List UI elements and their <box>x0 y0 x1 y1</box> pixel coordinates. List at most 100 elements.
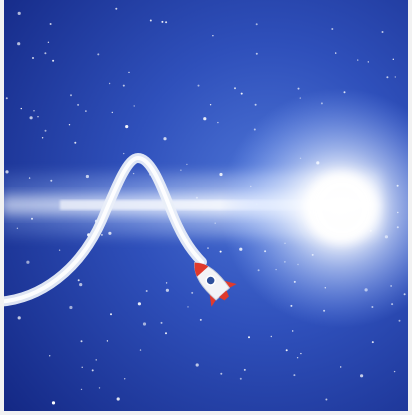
frame-edge-right <box>408 0 412 415</box>
star-icon <box>77 103 80 106</box>
star-icon <box>80 340 83 343</box>
star-icon <box>20 107 22 110</box>
star-icon <box>165 288 169 292</box>
star-icon <box>17 11 21 15</box>
star-icon <box>69 305 73 310</box>
star-icon <box>116 397 120 401</box>
star-icon <box>248 336 250 339</box>
star-icon <box>5 97 8 100</box>
star-icon <box>292 330 294 332</box>
star-icon <box>393 370 396 373</box>
star-icon <box>123 152 125 155</box>
star-icon <box>124 378 126 380</box>
star-icon <box>219 250 222 253</box>
star-icon <box>32 57 34 59</box>
star-icon <box>367 61 369 63</box>
star-icon <box>51 401 56 405</box>
star-icon <box>187 306 189 308</box>
star-icon <box>325 398 328 401</box>
frame-edge-left <box>0 0 4 415</box>
star-icon <box>106 340 109 342</box>
star-icon <box>285 349 288 352</box>
star-icon <box>191 291 194 294</box>
star-icon <box>17 42 21 46</box>
star-icon <box>122 84 125 87</box>
star-icon <box>97 53 100 56</box>
star-icon <box>165 332 167 335</box>
star-icon <box>255 52 258 55</box>
star-icon <box>297 87 300 90</box>
star-icon <box>58 249 61 251</box>
star-icon <box>125 125 129 129</box>
star-icon <box>165 21 168 24</box>
star-icon <box>392 58 394 60</box>
star-icon <box>68 124 71 126</box>
star-icon <box>207 247 209 249</box>
star-icon <box>239 377 242 380</box>
star-icon <box>160 321 163 324</box>
star-icon <box>115 7 118 10</box>
star-icon <box>44 52 47 55</box>
star-icon <box>243 368 246 371</box>
star-icon <box>79 283 83 287</box>
star-icon <box>203 117 207 121</box>
star-icon <box>340 366 342 368</box>
star-icon <box>220 372 223 375</box>
star-icon <box>217 121 219 124</box>
star-icon <box>255 23 258 26</box>
star-icon <box>98 387 101 389</box>
star-icon <box>331 28 334 30</box>
star-icon <box>381 31 384 33</box>
star-icon <box>44 129 47 132</box>
star-icon <box>186 163 188 166</box>
star-icon <box>165 282 168 284</box>
star-icon <box>47 41 50 43</box>
star-icon <box>37 116 39 118</box>
star-icon <box>270 335 272 338</box>
star-icon <box>128 71 130 74</box>
star-icon <box>49 23 52 25</box>
star-icon <box>300 352 302 355</box>
star-icon <box>386 76 389 79</box>
star-icon <box>91 369 94 372</box>
star-icon <box>163 137 167 141</box>
star-icon <box>29 116 33 120</box>
star-icon <box>195 363 199 367</box>
star-icon <box>240 92 243 95</box>
star-icon <box>145 290 148 292</box>
star-icon <box>33 110 35 112</box>
star-icon <box>149 19 152 22</box>
star-icon <box>110 313 112 316</box>
star-icon <box>254 103 257 106</box>
star-icon <box>133 105 135 107</box>
star-icon <box>335 52 337 54</box>
star-icon <box>209 104 212 106</box>
star-icon <box>70 94 72 97</box>
star-icon <box>296 357 299 359</box>
star-icon <box>52 59 55 62</box>
frame-edge-bottom <box>0 411 412 415</box>
star-icon <box>161 20 164 23</box>
star-icon <box>357 59 359 61</box>
star-icon <box>398 319 401 322</box>
star-icon <box>74 141 77 144</box>
star-icon <box>95 359 97 361</box>
star-icon <box>85 110 87 112</box>
star-icon <box>26 260 30 264</box>
star-icon <box>17 316 21 320</box>
star-icon <box>360 374 364 378</box>
rocket-icon <box>194 262 237 307</box>
light-core <box>308 174 376 242</box>
star-icon <box>293 374 296 377</box>
star-icon <box>80 388 83 391</box>
star-icon <box>137 302 141 306</box>
star-icon <box>77 279 80 282</box>
star-icon <box>199 318 202 321</box>
star-icon <box>111 111 114 114</box>
star-icon <box>394 76 396 78</box>
star-icon <box>234 87 236 90</box>
star-icon <box>197 84 200 87</box>
star-icon <box>371 341 374 344</box>
